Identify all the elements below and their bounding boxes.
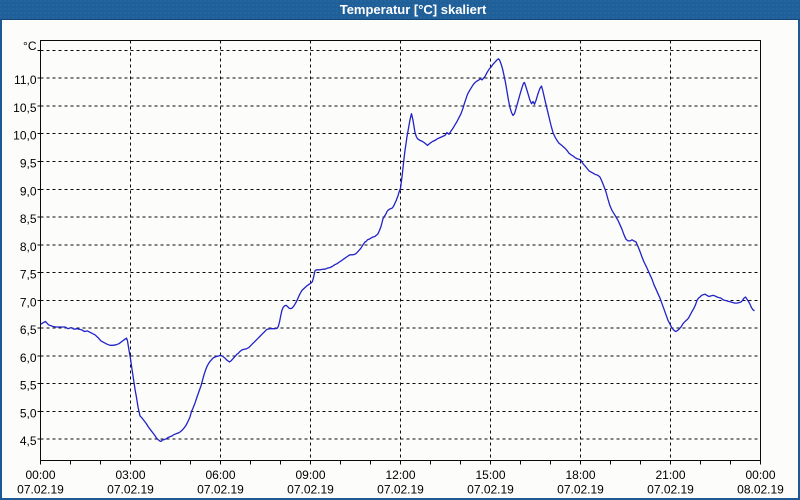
svg-text:03:00: 03:00 — [115, 468, 145, 482]
svg-text:6,5: 6,5 — [20, 323, 37, 337]
svg-text:8,5: 8,5 — [20, 212, 37, 226]
svg-text:5,0: 5,0 — [20, 406, 37, 420]
svg-text:21:00: 21:00 — [655, 468, 685, 482]
svg-text:10,5: 10,5 — [13, 101, 37, 115]
svg-text:8,0: 8,0 — [20, 240, 37, 254]
svg-text:07.02.19: 07.02.19 — [647, 483, 694, 497]
svg-text:07.02.19: 07.02.19 — [557, 483, 604, 497]
svg-text:07.02.19: 07.02.19 — [107, 483, 154, 497]
svg-text:°C: °C — [23, 39, 37, 53]
svg-text:18:00: 18:00 — [565, 468, 595, 482]
svg-text:08.02.19: 08.02.19 — [737, 483, 784, 497]
svg-text:07.02.19: 07.02.19 — [377, 483, 424, 497]
svg-text:12:00: 12:00 — [385, 468, 415, 482]
svg-text:10,0: 10,0 — [13, 129, 37, 143]
svg-text:5,5: 5,5 — [20, 379, 37, 393]
svg-text:00:00: 00:00 — [745, 468, 775, 482]
svg-text:00:00: 00:00 — [25, 468, 55, 482]
svg-text:9,0: 9,0 — [20, 184, 37, 198]
svg-text:09:00: 09:00 — [295, 468, 325, 482]
svg-text:4,5: 4,5 — [20, 434, 37, 448]
svg-text:06:00: 06:00 — [205, 468, 235, 482]
svg-text:6,0: 6,0 — [20, 351, 37, 365]
svg-text:07.02.19: 07.02.19 — [17, 483, 64, 497]
svg-text:07.02.19: 07.02.19 — [287, 483, 334, 497]
svg-text:9,5: 9,5 — [20, 157, 37, 171]
svg-text:7,5: 7,5 — [20, 268, 37, 282]
svg-text:07.02.19: 07.02.19 — [467, 483, 514, 497]
svg-text:7,0: 7,0 — [20, 295, 37, 309]
svg-text:11,0: 11,0 — [14, 73, 37, 87]
svg-text:15:00: 15:00 — [475, 468, 505, 482]
svg-text:07.02.19: 07.02.19 — [197, 483, 244, 497]
